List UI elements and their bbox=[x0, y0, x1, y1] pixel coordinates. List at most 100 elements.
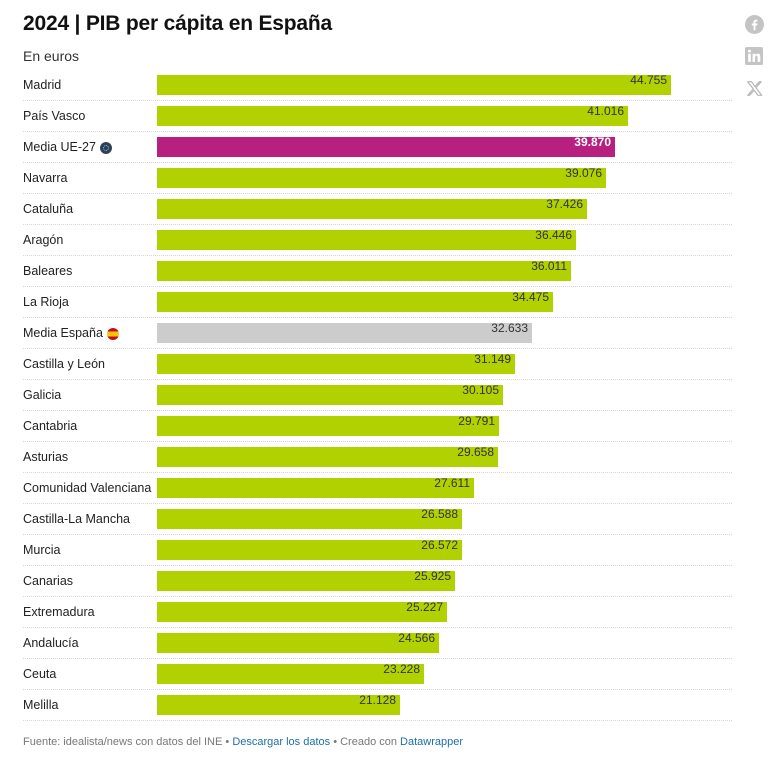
category-label: Extremadura bbox=[23, 597, 95, 628]
eu-flag-icon bbox=[99, 141, 112, 154]
category-label-text: Murcia bbox=[23, 543, 61, 557]
category-label-text: La Rioja bbox=[23, 295, 69, 309]
category-label-text: Aragón bbox=[23, 233, 64, 247]
category-label: La Rioja bbox=[23, 287, 69, 318]
bar bbox=[157, 261, 571, 281]
bar-row: Cataluña 37.426 bbox=[23, 194, 732, 225]
category-label-text: Cataluña bbox=[23, 202, 74, 216]
category-label: Castilla-La Mancha bbox=[23, 504, 130, 535]
category-label-text: Canarias bbox=[23, 574, 74, 588]
bar bbox=[157, 137, 615, 157]
bar-row: La Rioja 34.475 bbox=[23, 287, 732, 318]
category-label: Media UE-27 bbox=[23, 132, 112, 163]
bar-row: Galicia 30.105 bbox=[23, 380, 732, 411]
bar-row: Media España 32.633 bbox=[23, 318, 732, 349]
facebook-icon[interactable] bbox=[743, 13, 765, 35]
bar bbox=[157, 633, 439, 653]
category-label: Asturias bbox=[23, 442, 68, 473]
bar-row: Canarias 25.925 bbox=[23, 566, 732, 597]
bar bbox=[157, 323, 532, 343]
category-label: Ceuta bbox=[23, 659, 56, 690]
bar bbox=[157, 168, 606, 188]
bar-value-label: 36.011 bbox=[531, 259, 567, 273]
bar bbox=[157, 385, 503, 405]
bar-row: Extremadura 25.227 bbox=[23, 597, 732, 628]
bar bbox=[157, 695, 400, 715]
bar-value-label: 32.633 bbox=[491, 321, 528, 335]
category-label: Canarias bbox=[23, 566, 73, 597]
category-label-text: Asturias bbox=[23, 450, 69, 464]
bar-value-label: 34.475 bbox=[512, 290, 549, 304]
category-label: País Vasco bbox=[23, 101, 85, 132]
bar bbox=[157, 106, 628, 126]
bar-value-label: 30.105 bbox=[462, 383, 499, 397]
bar-row: Madrid 44.755 bbox=[23, 70, 732, 101]
chart-title: 2024 | PIB per cápita en España bbox=[23, 12, 332, 35]
bar bbox=[157, 230, 576, 250]
bar-row: Melilla 21.128 bbox=[23, 690, 732, 721]
category-label-text: Comunidad Valenciana bbox=[23, 481, 152, 495]
source-text: Fuente: idealista/news con datos del INE… bbox=[23, 736, 233, 748]
bar-row: Cantabria 29.791 bbox=[23, 411, 732, 442]
bar bbox=[157, 292, 553, 312]
category-label: Comunidad Valenciana bbox=[23, 473, 151, 504]
created-with-text: • Creado con bbox=[330, 736, 401, 748]
bar-value-label: 31.149 bbox=[474, 352, 511, 366]
category-label: Navarra bbox=[23, 163, 67, 194]
linkedin-icon[interactable] bbox=[743, 45, 765, 67]
category-label-text: Ceuta bbox=[23, 667, 57, 681]
bar-value-label: 26.588 bbox=[421, 507, 458, 521]
category-label: Melilla bbox=[23, 690, 58, 721]
bar-value-label: 23.228 bbox=[383, 662, 420, 676]
category-label-text: País Vasco bbox=[23, 109, 86, 123]
download-data-link[interactable]: Descargar los datos bbox=[232, 736, 331, 748]
bar bbox=[157, 75, 671, 95]
bar-row: Andalucía 24.566 bbox=[23, 628, 732, 659]
bar-row: Ceuta 23.228 bbox=[23, 659, 732, 690]
bar bbox=[157, 540, 462, 560]
category-label-text: Galicia bbox=[23, 388, 62, 402]
bar-row: Media UE-27 39.870 bbox=[23, 132, 732, 163]
spain-flag-icon bbox=[106, 327, 119, 340]
bar-value-label: 41.016 bbox=[587, 104, 624, 118]
bar-value-label: 37.426 bbox=[546, 197, 583, 211]
bar-row: País Vasco 41.016 bbox=[23, 101, 732, 132]
category-label: Cantabria bbox=[23, 411, 77, 442]
category-label: Andalucía bbox=[23, 628, 79, 659]
bar-row: Murcia 26.572 bbox=[23, 535, 732, 566]
bar-value-label: 24.566 bbox=[398, 631, 435, 645]
bar-value-label: 29.658 bbox=[457, 445, 494, 459]
chart-footer: Fuente: idealista/news con datos del INE… bbox=[23, 736, 463, 748]
x-icon[interactable] bbox=[743, 77, 765, 99]
bar-value-label: 29.791 bbox=[458, 414, 495, 428]
category-label-text: Extremadura bbox=[23, 605, 95, 619]
chart-subtitle: En euros bbox=[23, 48, 80, 64]
bar-value-label: 25.925 bbox=[414, 569, 451, 583]
bar-value-label: 44.755 bbox=[630, 73, 667, 87]
category-label-text: Melilla bbox=[23, 698, 59, 712]
bar-value-label: 25.227 bbox=[406, 600, 443, 614]
bar-value-label: 21.128 bbox=[359, 693, 396, 707]
bar-value-label: 39.076 bbox=[565, 166, 602, 180]
bar bbox=[157, 571, 455, 591]
category-label-text: Media UE-27 bbox=[23, 140, 96, 154]
category-label: Baleares bbox=[23, 256, 72, 287]
category-label: Media España bbox=[23, 318, 119, 349]
category-label: Cataluña bbox=[23, 194, 73, 225]
bar-value-label: 36.446 bbox=[535, 228, 572, 242]
category-label-text: Castilla-La Mancha bbox=[23, 512, 130, 526]
category-label: Aragón bbox=[23, 225, 63, 256]
bar-row: Navarra 39.076 bbox=[23, 163, 732, 194]
bar bbox=[157, 478, 474, 498]
bar bbox=[157, 509, 462, 529]
category-label-text: Media España bbox=[23, 326, 103, 340]
bar-value-label: 27.611 bbox=[434, 476, 470, 490]
datawrapper-link[interactable]: Datawrapper bbox=[400, 736, 464, 748]
bar bbox=[157, 416, 499, 436]
bar bbox=[157, 199, 587, 219]
category-label-text: Cantabria bbox=[23, 419, 78, 433]
bar bbox=[157, 602, 447, 622]
bar-row: Aragón 36.446 bbox=[23, 225, 732, 256]
bar-row: Castilla y León 31.149 bbox=[23, 349, 732, 380]
bar bbox=[157, 664, 424, 684]
